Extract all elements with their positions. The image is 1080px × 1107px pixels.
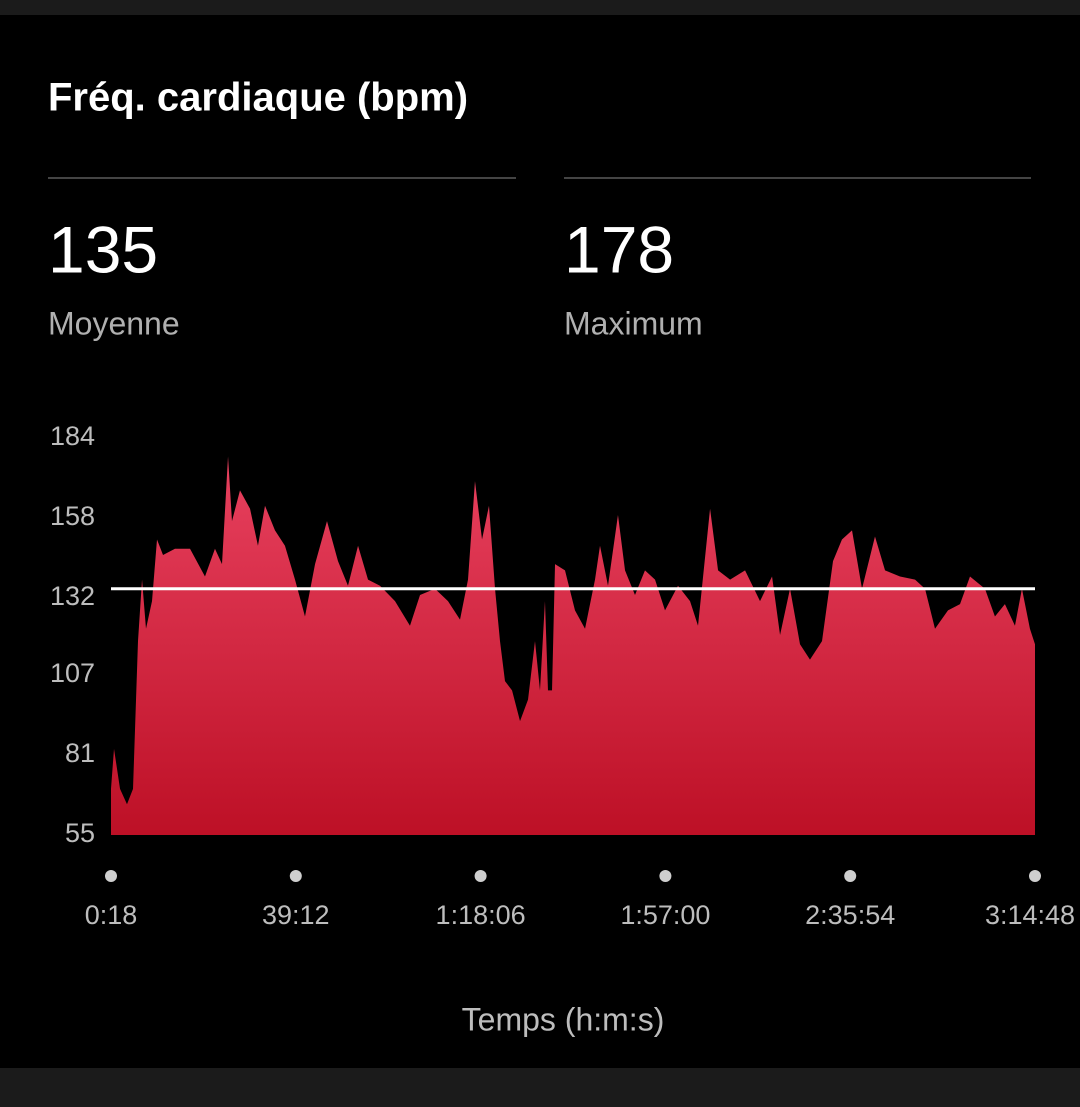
x-tick-label: 1:57:00: [620, 900, 710, 930]
x-tick-dot: [844, 870, 857, 882]
x-tick-dot: [659, 870, 672, 882]
y-tick-label: 107: [50, 658, 95, 688]
top-bar: [0, 0, 1080, 15]
y-tick-label: 81: [65, 738, 95, 768]
x-tick-label: 3:14:48: [985, 900, 1075, 930]
x-tick-label: 2:35:54: [805, 900, 895, 930]
y-tick-label: 158: [50, 501, 95, 531]
x-tick-label: 39:12: [262, 900, 330, 930]
stat-label: Moyenne: [48, 305, 180, 341]
x-tick-dot: [1029, 870, 1041, 882]
stat-value: 178: [564, 212, 674, 286]
y-tick-label: 55: [65, 818, 95, 848]
area: [111, 456, 1035, 835]
x-tick-dot: [289, 870, 302, 882]
card-title: Fréq. cardiaque (bpm): [48, 76, 468, 120]
y-tick-label: 184: [50, 421, 95, 451]
x-tick-dot: [474, 870, 487, 882]
x-tick-label: 0:18: [85, 900, 138, 930]
x-tick-dot: [105, 870, 117, 882]
stat-value: 135: [48, 212, 158, 286]
y-tick-label: 132: [50, 581, 95, 611]
x-tick-label: 1:18:06: [436, 900, 526, 930]
bottom-bar: [0, 1068, 1080, 1107]
x-axis-title: Temps (h:m:s): [462, 1001, 665, 1037]
stat-label: Maximum: [564, 305, 703, 341]
